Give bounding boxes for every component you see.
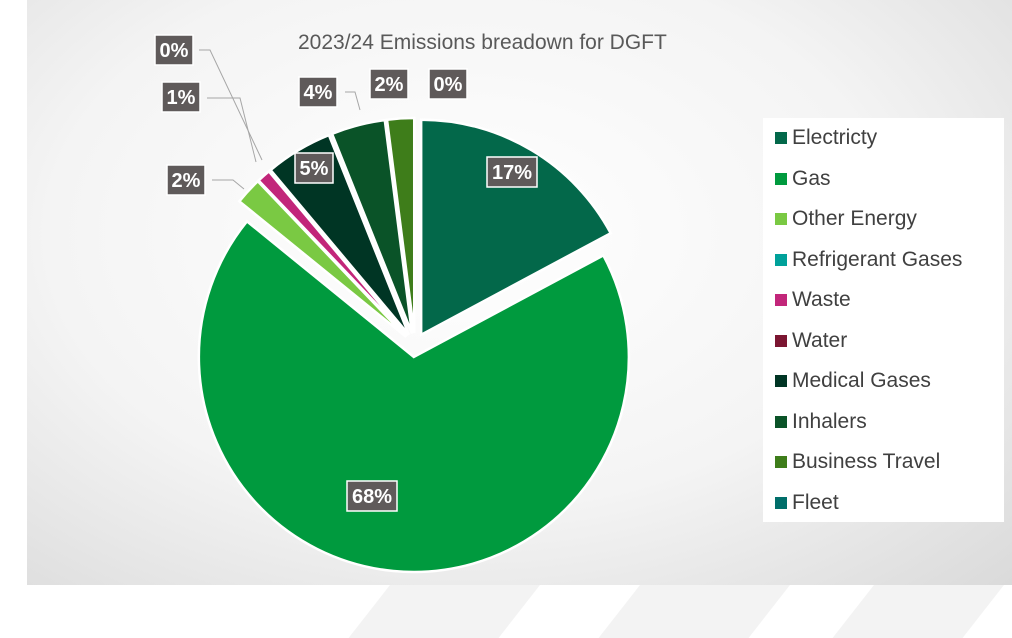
- legend-swatch: [775, 496, 787, 509]
- legend-item-other-energy: Other Energy: [763, 199, 1004, 240]
- legend-item-inhalers: Inhalers: [763, 402, 1004, 443]
- legend-item-fleet: Fleet: [763, 483, 1004, 524]
- legend-label: Other Energy: [792, 207, 917, 231]
- svg-text:4%: 4%: [304, 82, 333, 104]
- legend: Electricty Gas Other Energy Refrigerant Gas…: [763, 118, 1004, 522]
- data-label-medical-gases: 5%: [294, 152, 334, 184]
- pie-slice-waste: [256, 169, 408, 337]
- svg-text:5%: 5%: [300, 158, 329, 180]
- data-label-inhalers: 4%: [298, 76, 338, 108]
- data-label-water: 0%: [154, 34, 194, 66]
- legend-swatch: [775, 456, 787, 469]
- svg-text:68%: 68%: [352, 486, 392, 508]
- svg-text:1%: 1%: [167, 87, 196, 109]
- legend-label: Inhalers: [792, 409, 867, 433]
- pie-slice-inhalers: [330, 118, 414, 334]
- legend-label: Refrigerant Gases: [792, 247, 963, 271]
- svg-text:0%: 0%: [434, 74, 463, 96]
- leader-line: [345, 91, 361, 111]
- data-label-fleet: 0%: [428, 68, 468, 100]
- legend-item-waste: Waste: [763, 280, 1004, 321]
- legend-label: Fleet: [792, 490, 839, 514]
- legend-item-business-travel: Business Travel: [763, 442, 1004, 483]
- data-label-gas: 68%: [346, 480, 398, 512]
- leader-line: [212, 179, 245, 190]
- legend-swatch: [775, 415, 787, 428]
- legend-swatch: [775, 213, 787, 226]
- chart-title: 2023/24 Emissions breadown for DGFT: [298, 31, 667, 54]
- pie-slice-electricty: [419, 118, 613, 337]
- legend-item-gas: Gas: [763, 159, 1004, 200]
- legend-swatch: [775, 253, 787, 266]
- legend-label: Business Travel: [792, 450, 941, 474]
- leader-line: [207, 97, 257, 163]
- svg-text:0%: 0%: [160, 40, 189, 62]
- legend-swatch: [775, 294, 787, 307]
- legend-item-refrigerant-gases: Refrigerant Gases: [763, 240, 1004, 281]
- legend-label: Electricty: [792, 126, 878, 150]
- pie-chart: 17% 68% 2% 1% 0% 5% 4% 2% 0%: [154, 34, 631, 574]
- data-label-other-energy: 2%: [166, 164, 206, 196]
- legend-label: Water: [792, 328, 848, 352]
- pie-slice-gas: [197, 219, 631, 574]
- legend-label: Gas: [792, 166, 831, 190]
- legend-swatch: [775, 375, 787, 388]
- data-label-waste: 1%: [161, 81, 201, 113]
- legend-item-electricty: Electricty: [763, 118, 1004, 159]
- data-label-business-travel: 2%: [369, 68, 409, 100]
- legend-swatch: [775, 334, 787, 347]
- legend-item-water: Water: [763, 321, 1004, 362]
- pie-slice-medical-gases: [268, 133, 410, 336]
- svg-text:2%: 2%: [172, 170, 201, 192]
- data-label-electricty: 17%: [486, 156, 538, 188]
- legend-swatch: [775, 132, 787, 145]
- legend-swatch: [775, 172, 787, 185]
- legend-label: Medical Gases: [792, 369, 931, 393]
- svg-text:17%: 17%: [492, 162, 532, 184]
- leader-line: [199, 49, 263, 161]
- legend-item-medical-gases: Medical Gases: [763, 361, 1004, 402]
- svg-text:2%: 2%: [375, 74, 404, 96]
- pie-slice-business-travel: [385, 116, 416, 334]
- legend-label: Waste: [792, 288, 851, 312]
